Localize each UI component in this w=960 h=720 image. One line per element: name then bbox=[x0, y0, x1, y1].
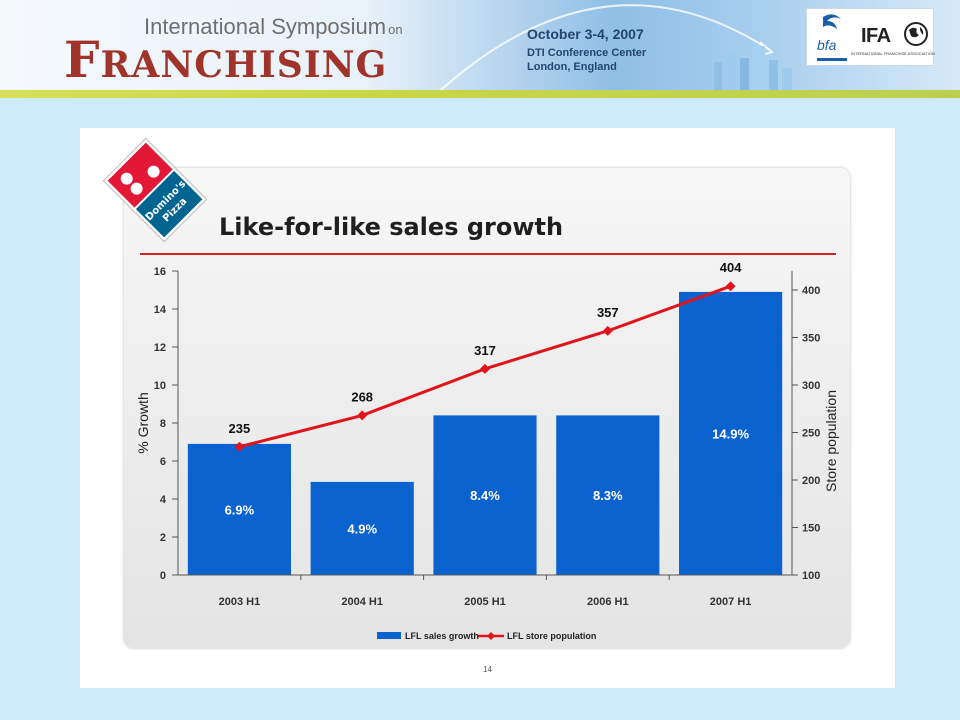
y2-axis: 100 150 200 250 300 350 400 bbox=[791, 271, 820, 582]
line-data-label: 404 bbox=[720, 260, 742, 275]
bfa-logo-text: bfa bbox=[817, 37, 837, 53]
legend-marker-line bbox=[487, 632, 495, 640]
y2-tick-label: 350 bbox=[802, 333, 820, 345]
y-tick-label: 6 bbox=[160, 456, 166, 468]
y-tick-label: 16 bbox=[154, 266, 166, 278]
x-tick-label: 2005 H1 bbox=[464, 596, 506, 608]
y-axis-label: % Growth bbox=[135, 392, 151, 453]
skyline-decoration bbox=[714, 46, 792, 92]
legend-label-bars: LFL sales growth bbox=[405, 631, 479, 641]
y-tick-label: 14 bbox=[154, 304, 167, 316]
bar bbox=[433, 415, 537, 575]
y-axis: 0 2 4 6 8 10 12 14 16 bbox=[154, 266, 179, 582]
bar-data-label: 4.9% bbox=[347, 521, 377, 536]
y2-tick-label: 300 bbox=[802, 380, 820, 392]
line-point bbox=[234, 441, 245, 452]
line-series: 235 268 317 357 404 bbox=[229, 260, 742, 452]
y2-tick-label: 100 bbox=[802, 570, 820, 582]
bar-series: 6.9% 4.9% 8.4% 8.3% 14.9% bbox=[187, 291, 783, 575]
venue-name: DTI Conference Center bbox=[527, 47, 647, 59]
x-tick-label: 2006 H1 bbox=[587, 596, 629, 608]
bar-data-label: 8.3% bbox=[593, 488, 623, 503]
ifa-subtitle-mark: INTERNATIONAL FRANCHISE ASSOCIATION bbox=[851, 51, 935, 56]
y2-tick-label: 400 bbox=[802, 285, 820, 297]
x-tick-label: 2007 H1 bbox=[710, 596, 752, 608]
bar-data-label: 6.9% bbox=[225, 502, 255, 517]
y-tick-label: 4 bbox=[160, 494, 167, 506]
legend-label-line: LFL store population bbox=[507, 631, 596, 641]
bar bbox=[187, 443, 291, 575]
bar-data-label: 14.9% bbox=[712, 426, 749, 441]
y2-tick-label: 250 bbox=[802, 428, 820, 440]
bfa-logo-icon bbox=[823, 14, 841, 29]
conference-banner: International Symposium on FRANCHISING Oc… bbox=[0, 0, 960, 92]
globe-icon bbox=[904, 22, 928, 46]
line-point bbox=[357, 410, 368, 421]
bar bbox=[679, 291, 783, 575]
y-tick-label: 0 bbox=[160, 570, 166, 582]
bfa-underline bbox=[817, 58, 847, 61]
y2-axis-label: Store population bbox=[823, 390, 839, 492]
sponsor-logos: bfa IFA INTERNATIONAL FRANCHISE ASSOCIAT… bbox=[806, 8, 935, 66]
line-data-label: 317 bbox=[474, 343, 496, 358]
dominos-logo: Domino's Pizza bbox=[102, 137, 208, 243]
bar bbox=[556, 415, 660, 575]
y-tick-label: 8 bbox=[160, 418, 166, 430]
event-venue: DTI Conference Center London, England bbox=[527, 46, 646, 74]
event-date: October 3-4, 2007 bbox=[527, 26, 644, 42]
x-tick-label: 2004 H1 bbox=[341, 596, 383, 608]
x-tick-label: 2003 H1 bbox=[219, 596, 261, 608]
line-point bbox=[725, 281, 736, 292]
ifa-subtitle: INTERNATIONAL FRANCHISE ASSOCIATION bbox=[851, 51, 935, 56]
y-tick-label: 10 bbox=[154, 380, 166, 392]
line-data-label: 268 bbox=[351, 389, 373, 404]
line-data-label: 357 bbox=[597, 305, 619, 320]
line-point bbox=[480, 363, 490, 374]
page-number: 14 bbox=[483, 665, 492, 674]
venue-city: London, England bbox=[527, 61, 617, 73]
y2-tick-label: 150 bbox=[802, 523, 820, 535]
legend: LFL sales growth LFL store population bbox=[377, 631, 596, 641]
legend-swatch-bars bbox=[377, 632, 401, 639]
y-tick-label: 12 bbox=[154, 342, 166, 354]
x-axis: 2003 H1 2004 H1 2005 H1 2006 H1 2007 H1 bbox=[178, 574, 792, 608]
bar-data-label: 8.4% bbox=[470, 488, 500, 503]
y2-tick-label: 200 bbox=[802, 475, 820, 487]
symposium-title: International Symposium on bbox=[144, 14, 403, 39]
y-tick-label: 2 bbox=[160, 532, 166, 544]
ifa-logo-text: IFA bbox=[861, 25, 891, 47]
line-point bbox=[602, 325, 613, 336]
bar bbox=[310, 481, 414, 575]
line-data-label: 235 bbox=[229, 421, 251, 436]
franchising-wordmark: FRANCHISING bbox=[64, 30, 388, 89]
banner-stripe bbox=[0, 90, 960, 98]
chart-title: Like-for-like sales growth bbox=[219, 213, 563, 241]
